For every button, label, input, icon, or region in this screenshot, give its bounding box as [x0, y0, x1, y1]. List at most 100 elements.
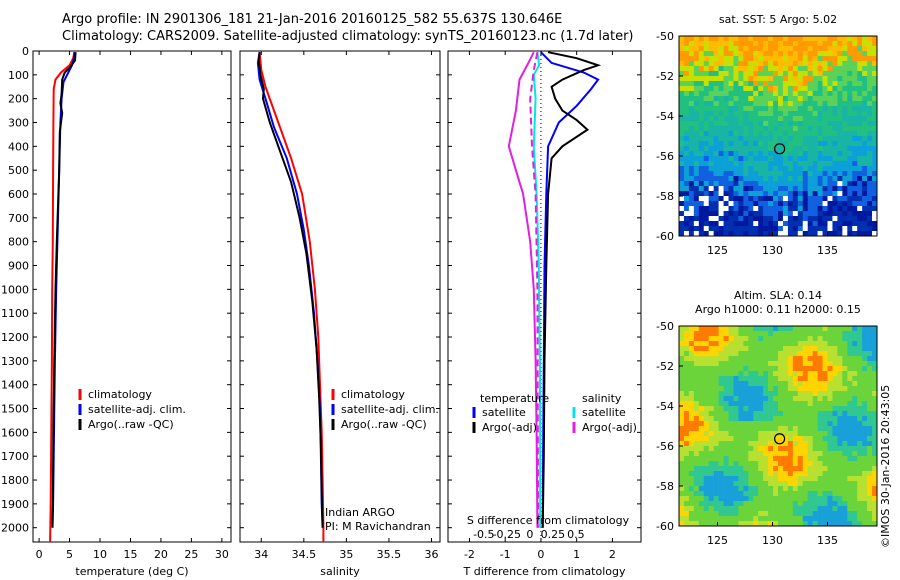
- map-cell: [698, 506, 705, 512]
- map-cell: [723, 446, 729, 452]
- map-cell: [852, 446, 858, 452]
- map-cell: [822, 36, 828, 42]
- map-cell: [679, 396, 685, 402]
- map-cell: [688, 401, 695, 407]
- map-cell: [688, 206, 695, 212]
- map-cell: [817, 496, 823, 502]
- map-cell: [787, 396, 794, 402]
- map-cell: [852, 376, 858, 382]
- map-cell: [758, 206, 764, 212]
- map-cell: [753, 336, 759, 342]
- map-cell: [738, 216, 744, 222]
- map-cell: [792, 121, 799, 127]
- map-cell: [743, 91, 749, 97]
- map-cell: [703, 341, 709, 347]
- map-cell: [807, 61, 813, 67]
- y-tick-label: 1700: [1, 450, 29, 463]
- map-cell: [698, 101, 705, 107]
- map-cell: [807, 111, 813, 117]
- map-cell: [867, 181, 873, 187]
- map-cell: [817, 131, 823, 137]
- map-cell: [817, 336, 823, 342]
- map-cell: [817, 226, 823, 232]
- map-cell: [787, 201, 794, 207]
- map-cell: [693, 41, 700, 47]
- map-cell: [753, 136, 759, 142]
- map-cell: [827, 426, 833, 432]
- map-cell: [688, 61, 695, 67]
- map-cell: [679, 176, 685, 182]
- map-cell: [778, 116, 784, 122]
- map-cell: [857, 421, 863, 427]
- map-cell: [787, 451, 794, 457]
- map-cell: [842, 511, 848, 517]
- map-cell: [842, 226, 848, 232]
- map-cell: [693, 461, 700, 467]
- map-cell: [822, 411, 828, 417]
- map-cell: [758, 51, 764, 57]
- map-cell: [802, 91, 808, 97]
- map-cell: [827, 61, 833, 67]
- panel-salinity: 34 34.5 35 35.5 36salinityclimatologysatelli…: [239, 50, 441, 578]
- map-cell: [872, 166, 878, 172]
- map-cell: [797, 81, 804, 87]
- map-cell: [827, 146, 833, 152]
- map-cell: [748, 481, 754, 487]
- map-cell: [792, 471, 799, 477]
- map-cell: [698, 96, 705, 102]
- map-cell: [822, 136, 828, 142]
- map-cell: [837, 86, 843, 92]
- map-cell: [802, 71, 808, 77]
- map-cell: [758, 106, 764, 112]
- map-cell: [797, 126, 804, 132]
- map-cell: [842, 201, 848, 207]
- map-cell: [718, 471, 724, 477]
- map-cell: [842, 56, 848, 62]
- map-cell: [847, 151, 853, 157]
- y-tick-label: 500: [8, 164, 29, 177]
- map-cell: [867, 161, 873, 167]
- map-cell: [758, 111, 764, 117]
- map-cell: [827, 436, 833, 442]
- map-cell: [827, 456, 833, 462]
- map-cell: [743, 481, 749, 487]
- map-cell: [817, 81, 823, 87]
- map-cell: [703, 486, 709, 492]
- map-cell: [832, 481, 838, 487]
- map-cell: [778, 136, 784, 142]
- map-cell: [802, 126, 808, 132]
- map-cell: [792, 96, 799, 102]
- map-cell: [703, 406, 709, 412]
- map-cell: [812, 141, 818, 147]
- map-cell: [683, 131, 690, 137]
- map-cell: [718, 96, 724, 102]
- map-cell: [827, 326, 833, 332]
- map-cell: [683, 161, 690, 167]
- series-line-climatology: [49, 52, 76, 543]
- map-cell: [802, 56, 808, 62]
- map-cell: [728, 41, 734, 47]
- map-cell: [698, 56, 705, 62]
- map-cell: [787, 101, 794, 107]
- map-cell: [837, 101, 843, 107]
- map-cell: [782, 371, 789, 377]
- map-cell: [738, 126, 744, 132]
- map-cell: [703, 401, 709, 407]
- map-cell: [738, 511, 744, 517]
- map-cell: [847, 226, 853, 232]
- map-cell: [693, 411, 700, 417]
- map-cell: [832, 51, 838, 57]
- map-cell: [797, 201, 804, 207]
- map-cell: [703, 396, 709, 402]
- map-cell: [713, 216, 719, 222]
- map-cell: [852, 106, 858, 112]
- map-cell: [778, 391, 784, 397]
- map-cell: [743, 361, 749, 367]
- map-cell: [688, 406, 695, 412]
- map-cell: [842, 191, 848, 197]
- map-cell: [837, 461, 843, 467]
- map-cell: [852, 436, 858, 442]
- map-cell: [773, 331, 779, 337]
- map-cell: [773, 136, 779, 142]
- map-cell: [787, 476, 794, 482]
